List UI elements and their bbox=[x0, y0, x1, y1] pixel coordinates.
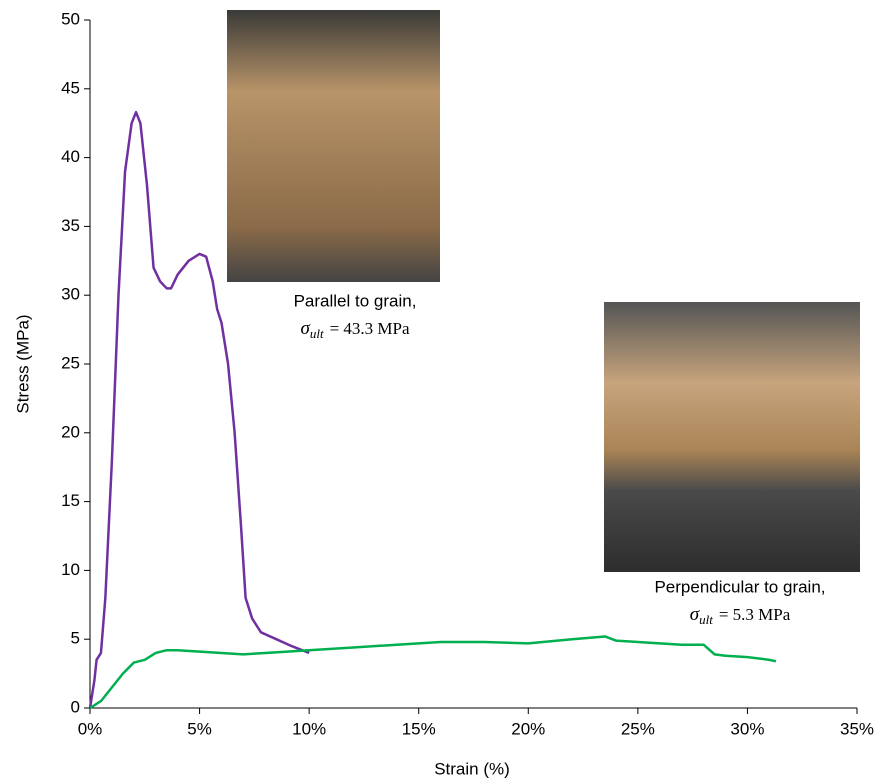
y-tick-label: 45 bbox=[61, 78, 80, 97]
annotation-formula: σult= 43.3 MPa bbox=[300, 318, 410, 341]
y-tick-label: 15 bbox=[61, 491, 80, 510]
formula-subscript: ult bbox=[310, 326, 324, 341]
y-tick-label: 5 bbox=[71, 629, 80, 648]
x-tick-label: 20% bbox=[511, 719, 545, 738]
y-tick-label: 10 bbox=[61, 560, 80, 579]
x-tick-label: 5% bbox=[187, 719, 212, 738]
y-tick-label: 35 bbox=[61, 216, 80, 235]
y-tick-label: 50 bbox=[61, 9, 80, 28]
annotation-text: Parallel to grain, bbox=[294, 291, 417, 310]
formula-value: = 5.3 MPa bbox=[719, 605, 791, 624]
x-tick-label: 0% bbox=[78, 719, 103, 738]
x-tick-label: 25% bbox=[621, 719, 655, 738]
annotation-formula: σult= 5.3 MPa bbox=[690, 604, 791, 627]
y-tick-label: 30 bbox=[61, 285, 80, 304]
formula-subscript: ult bbox=[699, 612, 713, 627]
annotation-text: Perpendicular to grain, bbox=[654, 577, 825, 596]
photo-parallel bbox=[227, 10, 440, 282]
x-tick-label: 15% bbox=[402, 719, 436, 738]
photo-perpendicular bbox=[604, 302, 860, 572]
x-tick-label: 35% bbox=[840, 719, 874, 738]
y-tick-label: 40 bbox=[61, 147, 80, 166]
chart: Strain (%) Stress (MPa) 0 5 10 15 20 25 30 35 40… bbox=[0, 0, 884, 783]
y-axis-label: Stress (MPa) bbox=[13, 314, 32, 413]
x-tick-label: 30% bbox=[730, 719, 764, 738]
x-tick-label: 10% bbox=[292, 719, 326, 738]
y-tick-label: 20 bbox=[61, 422, 80, 441]
x-axis-label: Strain (%) bbox=[434, 759, 510, 778]
formula-value: = 43.3 MPa bbox=[330, 319, 410, 338]
y-tick-label: 25 bbox=[61, 353, 80, 372]
series-line bbox=[90, 636, 776, 708]
y-tick-label: 0 bbox=[71, 697, 80, 716]
